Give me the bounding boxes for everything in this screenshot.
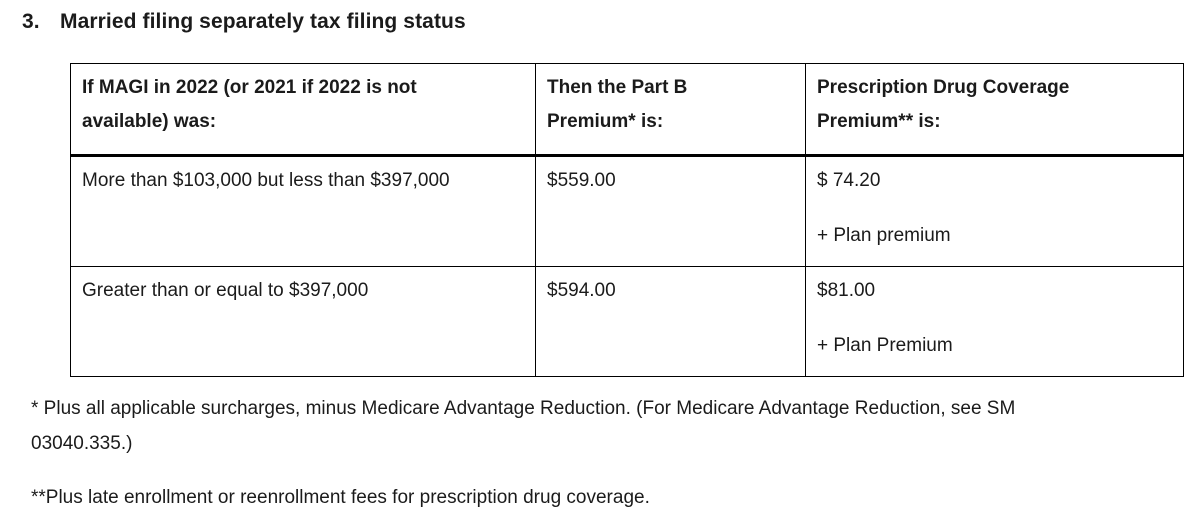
page-title: 3. Married filing separately tax filing … (22, 10, 466, 34)
table-header-part-b: Then the Part B Premium* is: (535, 63, 806, 157)
table-header-magi-line2: available) was: (82, 111, 217, 132)
cell-magi: Greater than or equal to $397,000 (70, 266, 536, 377)
drug-premium-amount: $81.00 (817, 280, 876, 301)
table-header-row: If MAGI in 2022 (or 2021 if 2022 is not … (70, 63, 1184, 157)
table-header-drug-line2: Premium** is: (817, 111, 941, 132)
cell-magi: More than $103,000 but less than $397,00… (70, 155, 536, 267)
table-header-part-b-line1: Then the Part B (547, 77, 688, 98)
cell-drug-premium: $81.00 + Plan Premium (805, 266, 1184, 377)
table-row: Greater than or equal to $397,000 $594.0… (70, 266, 1184, 377)
cell-drug-premium: $ 74.20 + Plan premium (805, 155, 1184, 267)
table-header-drug: Prescription Drug Coverage Premium** is: (805, 63, 1184, 157)
heading-text: Married filing separately tax filing sta… (60, 10, 466, 33)
footnotes: * Plus all applicable surcharges, minus … (31, 391, 1181, 515)
footnote-part-b-line1: * Plus all applicable surcharges, minus … (31, 398, 1016, 419)
footnote-part-b-line2: 03040.335.) (31, 433, 133, 454)
premium-table: If MAGI in 2022 (or 2021 if 2022 is not … (70, 63, 1184, 377)
table-row: More than $103,000 but less than $397,00… (70, 155, 1184, 267)
cell-part-b-premium: $594.00 (535, 266, 806, 377)
cell-part-b-premium: $559.00 (535, 155, 806, 267)
footnote-drug: **Plus late enrollment or reenrollment f… (31, 487, 650, 508)
drug-premium-amount: $ 74.20 (817, 170, 881, 191)
table-header-part-b-line2: Premium* is: (547, 111, 664, 132)
heading-number: 3. (22, 10, 40, 33)
table-header-drug-line1: Prescription Drug Coverage (817, 77, 1070, 98)
plan-premium-note: + Plan premium (817, 225, 951, 246)
plan-premium-note: + Plan Premium (817, 335, 953, 356)
table-header-magi-line1: If MAGI in 2022 (or 2021 if 2022 is not (82, 77, 417, 98)
table-header-magi: If MAGI in 2022 (or 2021 if 2022 is not … (70, 63, 536, 157)
